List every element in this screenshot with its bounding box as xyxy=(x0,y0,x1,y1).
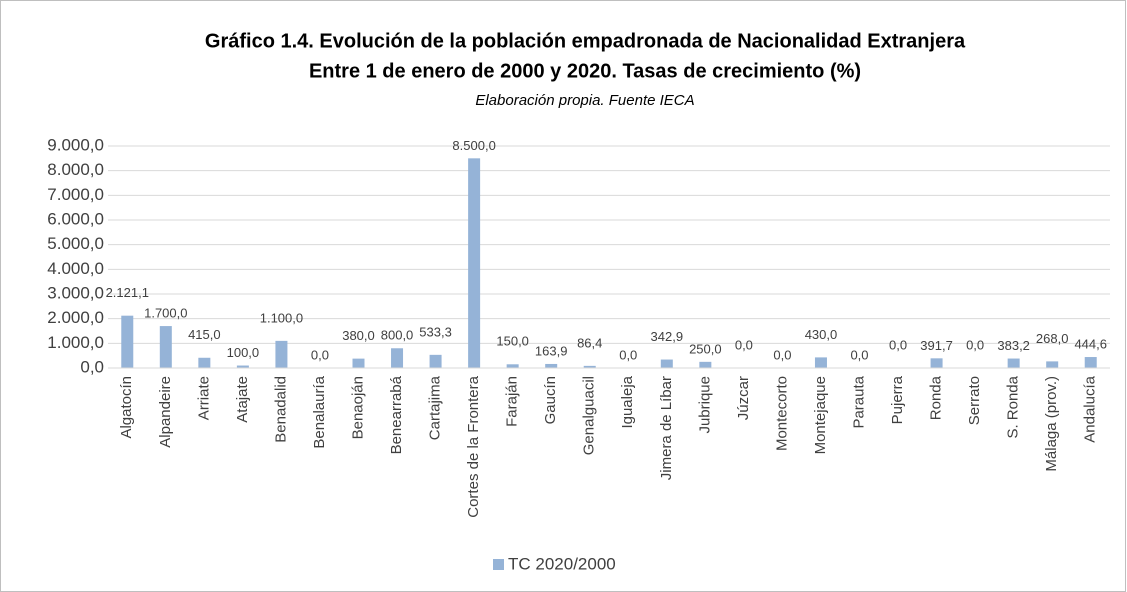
bar xyxy=(1046,361,1059,368)
data-label: 380,0 xyxy=(342,328,375,343)
x-tick-label: Benaoján xyxy=(349,376,366,439)
data-label: 0,0 xyxy=(850,347,868,362)
data-label: 0,0 xyxy=(735,337,753,352)
data-label: 1.100,0 xyxy=(260,310,303,325)
chart-title: Gráfico 1.4. Evolución de la población e… xyxy=(205,30,966,52)
y-tick-label: 1.000,0 xyxy=(47,333,104,352)
bar xyxy=(121,315,134,368)
data-label: 0,0 xyxy=(619,347,637,362)
data-label: 250,0 xyxy=(689,341,722,356)
legend-swatch xyxy=(493,559,504,570)
bar xyxy=(198,357,211,368)
bar xyxy=(159,326,172,368)
bar xyxy=(506,364,519,368)
x-tick-label: Andalucía xyxy=(1082,375,1099,442)
y-tick-label: 5.000,0 xyxy=(47,234,104,253)
data-label: 1.700,0 xyxy=(144,306,187,321)
bar xyxy=(1007,358,1020,368)
bar xyxy=(814,357,827,368)
bar xyxy=(352,358,365,368)
data-label: 268,0 xyxy=(1036,331,1069,346)
annotation: Elaboración propia. Fuente IECA xyxy=(475,92,694,109)
bar xyxy=(699,361,712,368)
y-tick-label: 6.000,0 xyxy=(47,209,104,228)
bar xyxy=(660,359,673,368)
bar xyxy=(1084,357,1097,368)
x-tick-label: Júzcar xyxy=(735,376,752,420)
data-label: 444,6 xyxy=(1074,336,1107,351)
data-label: 163,9 xyxy=(535,343,568,358)
x-tick-label: Jubrique xyxy=(696,376,713,434)
x-tick-label: Cortes de la Frontera xyxy=(465,375,482,517)
data-label: 2.121,1 xyxy=(106,285,149,300)
x-tick-label: Benalauría xyxy=(311,375,328,448)
x-tick-label: Cartajima xyxy=(427,375,444,440)
x-tick-label: Málaga (prov.) xyxy=(1043,376,1060,472)
data-label: 86,4 xyxy=(577,335,602,350)
bar xyxy=(429,354,442,368)
data-label: 100,0 xyxy=(227,345,260,360)
y-tick-label: 9.000,0 xyxy=(47,135,104,154)
data-label: 150,0 xyxy=(496,334,529,349)
data-label: 383,2 xyxy=(997,338,1030,353)
x-tick-label: Parauta xyxy=(850,375,867,428)
y-tick-label: 4.000,0 xyxy=(47,259,104,278)
x-tick-label: Benearrabá xyxy=(388,375,405,454)
data-label: 800,0 xyxy=(381,328,414,343)
x-tick-label: Jimera de Líbar xyxy=(658,376,675,480)
y-tick-label: 3.000,0 xyxy=(47,283,104,302)
x-tick-label: Benadalid xyxy=(272,376,289,443)
data-label: 430,0 xyxy=(805,327,838,342)
y-tick-label: 7.000,0 xyxy=(47,185,104,204)
bar xyxy=(583,365,596,368)
bar xyxy=(930,358,943,368)
data-label: 533,3 xyxy=(419,324,452,339)
data-label: 0,0 xyxy=(311,347,329,362)
x-tick-label: Alpandeire xyxy=(157,376,174,448)
x-tick-label: Igualeja xyxy=(619,375,636,428)
chart-subtitle: Entre 1 de enero de 2000 y 2020. Tasas d… xyxy=(309,60,861,82)
data-label: 0,0 xyxy=(889,337,907,352)
data-label: 0,0 xyxy=(966,337,984,352)
data-label: 391,7 xyxy=(920,338,953,353)
x-tick-label: Arriate xyxy=(195,376,212,420)
y-tick-label: 0,0 xyxy=(80,357,104,376)
x-tick-label: Montecorto xyxy=(773,376,790,451)
data-label: 0,0 xyxy=(773,347,791,362)
x-tick-label: Faraján xyxy=(504,376,521,427)
x-tick-label: Algatocín xyxy=(118,376,135,439)
bar xyxy=(468,158,481,368)
x-tick-label: Ronda xyxy=(928,375,945,420)
y-tick-label: 8.000,0 xyxy=(47,160,104,179)
x-tick-label: Genalguacil xyxy=(581,376,598,455)
x-tick-label: Atajate xyxy=(234,376,251,423)
legend-label: TC 2020/2000 xyxy=(508,554,616,573)
x-tick-label: Gaucín xyxy=(542,376,559,424)
data-label: 415,0 xyxy=(188,327,221,342)
bar xyxy=(545,363,558,368)
data-label: 8.500,0 xyxy=(452,138,495,153)
x-tick-label: S. Ronda xyxy=(1005,375,1022,438)
x-tick-label: Serrato xyxy=(966,376,983,425)
bar xyxy=(275,340,288,368)
y-tick-label: 2.000,0 xyxy=(47,308,104,327)
bar xyxy=(236,365,249,368)
data-label: 342,9 xyxy=(651,329,684,344)
bar xyxy=(391,348,404,368)
x-tick-label: Pujerra xyxy=(889,375,906,424)
x-tick-label: Montejaque xyxy=(812,376,829,454)
